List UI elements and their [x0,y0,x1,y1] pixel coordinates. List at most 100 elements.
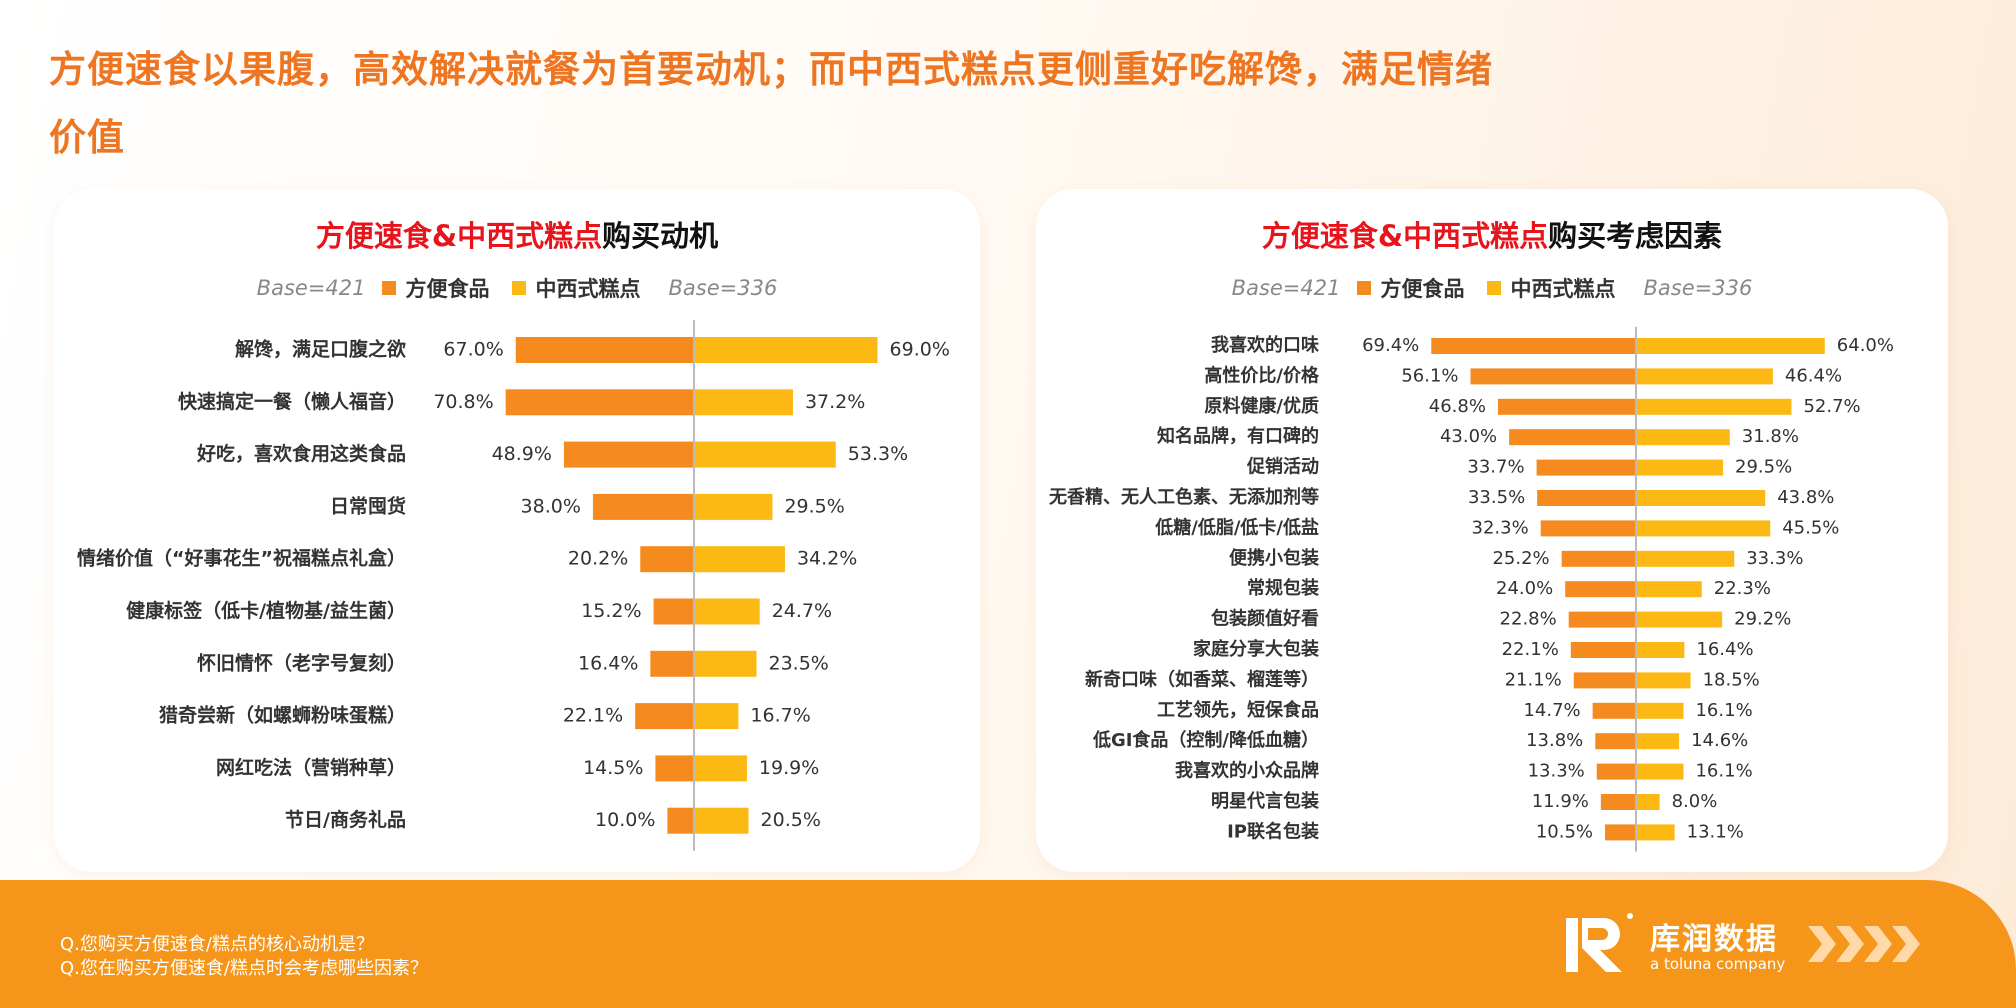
value-label: 43.0% [1440,426,1497,447]
bar [1509,429,1636,446]
footer [0,880,2016,1008]
value-label: 32.3% [1472,517,1529,538]
category-label: 明星代言包装 [1211,790,1319,812]
footer-question: Q.您在购买方便速食/糕点时会考虑哪些因素？ [60,958,428,979]
bar [1636,338,1825,354]
title-highlight: 方便速食&中西式糕点 [1261,219,1549,253]
value-label: 24.0% [1496,578,1553,599]
category-label: 猎奇尝新（如螺蛳粉味蛋糕） [159,704,406,727]
bar [1636,824,1675,841]
legend-swatch [1486,281,1501,295]
legend-swatch [511,281,526,295]
value-label: 37.2% [805,391,865,413]
value-label: 22.1% [1502,639,1559,660]
bar [1636,490,1766,506]
legend-swatch [1356,281,1371,295]
value-label: 22.3% [1714,578,1771,599]
bar [592,493,694,520]
value-label: 33.5% [1468,487,1525,508]
bar [1636,642,1685,658]
legend: Base=421 方便食品 中西式糕点 Base=336 [1036,273,1948,303]
bar [1636,702,1684,719]
bar [1470,368,1636,385]
category-label: 高性价比/价格 [1204,364,1320,386]
category-label: 低糖/低脂/低卡/低盐 [1154,516,1319,538]
bar [563,441,694,468]
value-label: 29.5% [784,495,844,517]
value-label: 70.8% [433,391,493,413]
category-label: 原料健康/优质 [1204,395,1319,417]
footer-question: Q.您购买方便速食/糕点的核心动机是？ [60,934,374,955]
bar [1636,794,1660,810]
bar [1596,763,1636,780]
bar [694,703,739,730]
bar [1636,520,1771,537]
value-label: 20.2% [568,548,628,570]
category-label: 低GI食品（控制/降低血糖） [1092,729,1319,751]
bar [1636,429,1730,446]
category-label: 情绪价值（“好事花生”祝福糕点礼盒） [77,547,406,570]
chart-title: 方便速食&中西式糕点购买考虑因素 [1036,213,1948,255]
legend: Base=421 方便食品 中西式糕点 Base=336 [54,273,980,303]
legend-base: Base=421 [256,276,366,300]
value-label: 25.2% [1492,548,1549,569]
value-label: 69.4% [1362,335,1419,356]
bar [655,755,694,782]
chart: 解馋，满足口腹之欲 67.0% 69.0% 快速搞定一餐（懒人福音） 70.8% 37.2… [77,319,950,851]
value-label: 29.5% [1735,457,1792,478]
category-label: 促销活动 [1246,456,1319,478]
value-label: 11.9% [1532,791,1589,812]
value-label: 13.1% [1687,821,1744,842]
value-label: 14.7% [1523,700,1580,721]
bar [1592,702,1636,719]
value-label: 64.0% [1837,335,1894,356]
bar [1537,490,1636,506]
bar [1636,672,1691,689]
value-label: 16.1% [1695,700,1752,721]
value-label: 18.5% [1703,669,1760,690]
value-label: 48.9% [492,443,552,465]
category-label: 便携小包装 [1229,547,1319,569]
bar [515,337,694,363]
value-label: 45.5% [1782,517,1839,538]
brand-sub: a toluna company [1650,955,1786,973]
value-label: 29.2% [1734,609,1791,630]
chevrons [1808,926,1920,962]
category-label: 家庭分享大包装 [1193,638,1319,660]
category-label: 怀旧情怀（老字号复刻） [197,651,406,674]
category-label: 知名品牌，有口碑的 [1157,425,1319,447]
bar [1565,581,1636,598]
bar [1636,611,1723,628]
bar [1497,398,1636,415]
value-label: 20.5% [761,809,821,831]
bar [694,807,749,834]
bar [694,546,785,573]
value-label: 16.1% [1695,761,1752,782]
bar [694,650,757,677]
brand: 库润数据 [1650,922,1778,957]
value-label: 38.0% [521,495,581,517]
value-label: 21.1% [1505,669,1562,690]
category-label: 常规包装 [1247,577,1319,599]
value-label: 22.8% [1500,609,1557,630]
legend-label: 方便食品 [405,277,490,301]
category-label: 我喜欢的口味 [1211,334,1319,356]
value-label: 34.2% [797,548,857,570]
title-rest: 购买动机 [602,219,719,253]
legend-base: Base=421 [1231,276,1341,300]
value-label: 13.8% [1526,730,1583,751]
bar [1636,550,1735,567]
category-label: 新奇口味（如香菜、榴莲等） [1085,668,1319,690]
bar [653,598,694,625]
chart: 我喜欢的口味 69.4% 64.0% 高性价比/价格 56.1% 46.4% 原料健康/优质… [1049,326,1894,852]
category-label: 我喜欢的小众品牌 [1175,760,1319,782]
logo-mark [1566,913,1633,972]
bar [1636,733,1680,750]
bar [1561,550,1636,567]
bar [640,546,694,573]
legend-label: 中西式糕点 [1510,277,1616,301]
bar [1570,642,1636,658]
category-label: 网红吃法（营销种草） [216,756,406,779]
bar [505,389,694,416]
